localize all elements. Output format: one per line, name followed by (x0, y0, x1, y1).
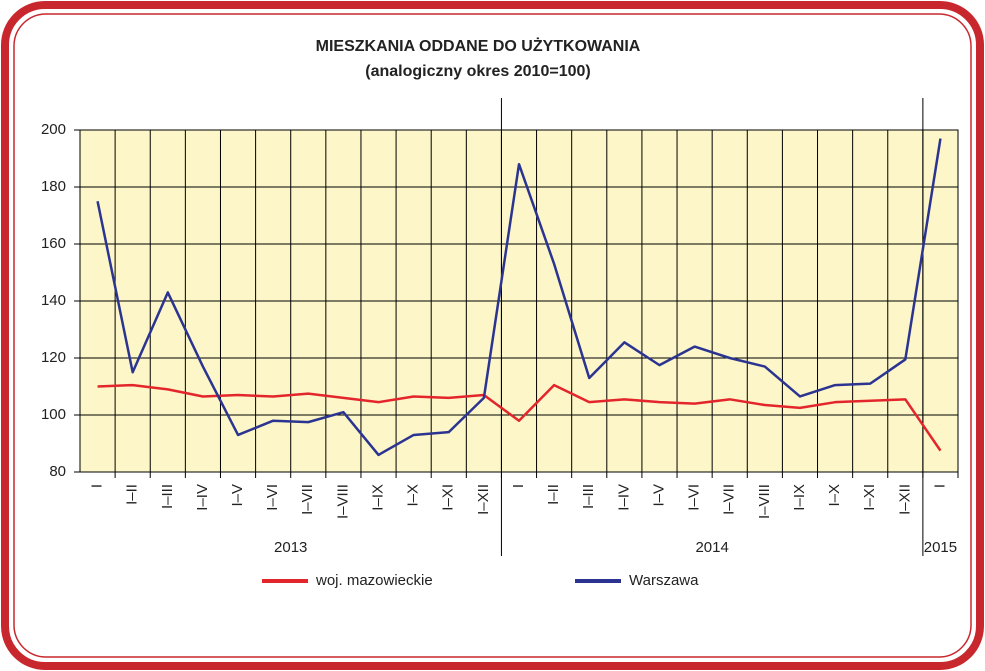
y-tick-label: 160 (41, 235, 66, 252)
x-tick-label: I–II (124, 484, 141, 505)
x-tick-label: I–VI (686, 484, 703, 511)
x-tick-label: I–X (826, 484, 843, 507)
series-line (96, 138, 942, 457)
y-tick-label: 140 (41, 292, 66, 309)
x-tick-label: I (89, 484, 106, 488)
x-tick-label: I–IX (791, 484, 808, 511)
x-tick-label: I–VII (299, 484, 316, 515)
x-tick-label: I–X (405, 484, 422, 507)
y-tick-label: 80 (49, 463, 66, 480)
x-tick-label: I–VI (264, 484, 281, 511)
x-tick-label: I–V (229, 484, 246, 507)
chart-title: MIESZKANIA ODDANE DO UŻYTKOWANIA (316, 37, 641, 55)
x-tick-label: I–IV (615, 484, 632, 511)
x-tick-label: I–IV (194, 484, 211, 511)
y-tick-label: 180 (41, 178, 66, 195)
x-tick-label: I–XI (440, 484, 457, 511)
x-tick-label: I–III (580, 484, 597, 509)
frame-inner (13, 13, 972, 658)
x-tick-label: I–V (650, 484, 667, 507)
x-tick-label: I–XII (896, 484, 913, 515)
y-tick-label: 120 (41, 349, 66, 366)
y-tick-label: 200 (41, 121, 66, 138)
x-tick-label: I–III (159, 484, 176, 509)
x-tick-label: I–IX (369, 484, 386, 511)
group-label: 2014 (695, 539, 728, 556)
legend-label: woj. mazowieckie (315, 572, 433, 589)
x-tick-label: I–VIII (334, 484, 351, 519)
legend-label: Warszawa (629, 572, 699, 589)
group-label: 2015 (924, 539, 957, 556)
y-tick-label: 100 (41, 406, 66, 423)
series-line (97, 383, 942, 452)
x-tick-label: I (931, 484, 948, 488)
x-tick-label: I–II (545, 484, 562, 505)
x-tick-label: I (510, 484, 527, 488)
x-tick-label: I–XI (861, 484, 878, 511)
chart-subtitle: (analogiczny okres 2010=100) (365, 63, 590, 80)
x-tick-label: I–VIII (756, 484, 773, 519)
x-tick-label: I–VII (721, 484, 738, 515)
group-label: 2013 (274, 539, 307, 556)
x-tick-label: I–XII (475, 484, 492, 515)
